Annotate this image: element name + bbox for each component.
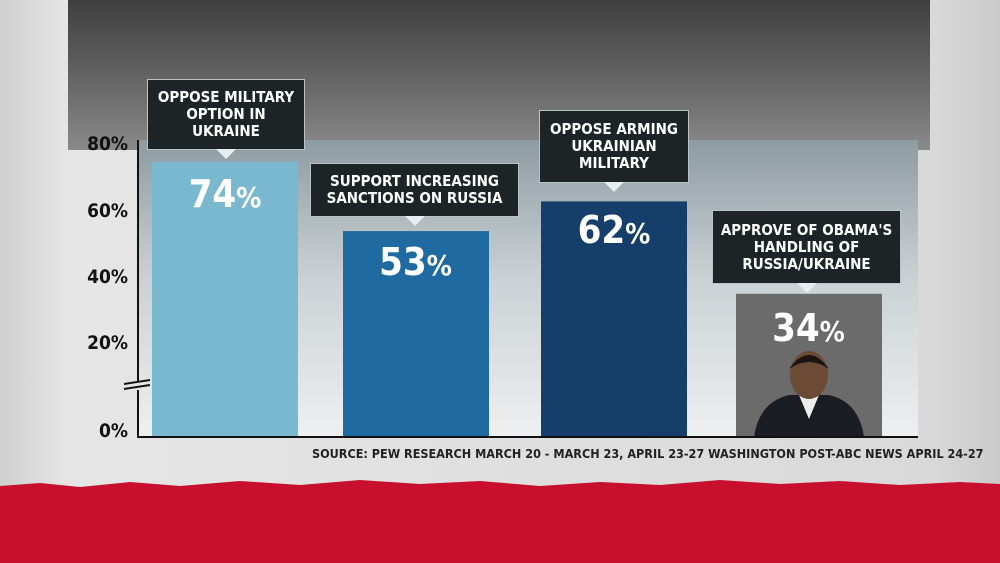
y-tick-20: 20% [87,332,128,354]
bar-1 [152,161,298,438]
red-torn-strip [0,480,1000,563]
callout-oppose-military: OPPOSE MILITARY OPTION IN UKRAINE [147,79,305,159]
portrait-hair [789,355,829,369]
y-tick-40: 40% [87,266,128,288]
value-label-3: 62% [577,208,651,252]
axis-break-mark-2 [123,384,151,390]
axis-break-mark-1 [123,379,151,385]
value-label-4: 34% [772,306,845,350]
portrait-shirt [799,395,819,419]
callout-approve-obama: APPROVE OF OBAMA'S HANDLING OF RUSSIA/UK… [712,210,901,293]
y-tick-0: 0% [98,420,128,442]
y-tick-60: 60% [87,200,128,222]
callout-oppose-arming: OPPOSE ARMING UKRAINIAN MILITARY [539,110,689,192]
callout-support-sanctions: SUPPORT INCREASING SANCTIONS ON RUSSIA [310,163,519,226]
bar-2 [343,231,489,437]
bar-3 [541,201,687,437]
y-tick-80: 80% [87,133,128,155]
value-label-2: 53% [379,240,452,284]
source-note: SOURCE: PEW RESEARCH MARCH 20 - MARCH 23… [312,446,984,461]
value-label-1: 74% [188,172,262,216]
